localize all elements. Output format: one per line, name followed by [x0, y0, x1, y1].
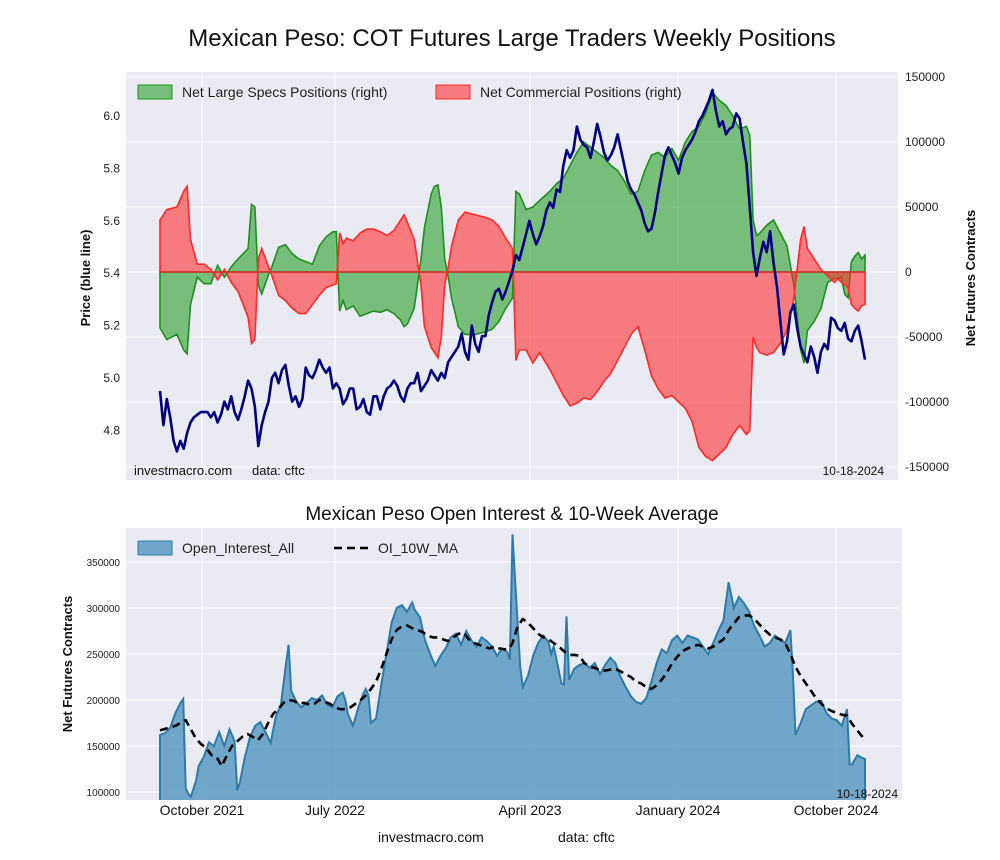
footer-source: data: cftc	[558, 829, 615, 845]
y-tick-label: 150000	[87, 742, 121, 753]
figure-title: Mexican Peso: COT Futures Large Traders …	[188, 25, 835, 52]
bottom-y-axis-label: Net Futures Contracts	[60, 596, 75, 733]
right-tick-label: -150000	[905, 460, 949, 474]
legend-label-open-interest: Open_Interest_All	[182, 540, 294, 556]
y-tick-label: 100000	[87, 788, 121, 799]
open-interest-area	[159, 534, 866, 800]
right-tick-label: -50000	[905, 330, 943, 344]
x-tick-label: October 2024	[794, 802, 879, 818]
top-left-axis-label: Price (blue line)	[78, 230, 93, 327]
legend-swatch-commercial	[435, 84, 471, 100]
legend-label-ma: OI_10W_MA	[378, 540, 459, 556]
bottom-x-axis-ticks: October 2021 July 2022 April 2023 January 2…	[160, 802, 879, 818]
right-tick-label: 100000	[905, 135, 945, 149]
oi-10w-ma-line	[159, 614, 867, 768]
y-tick-label: 350000	[87, 558, 121, 569]
top-legend: Net Large Specs Positions (right) Net Co…	[137, 84, 682, 100]
x-tick-label: January 2024	[636, 802, 721, 818]
right-tick-label: 150000	[905, 70, 945, 84]
left-tick-label: 5.4	[103, 266, 120, 280]
right-tick-label: -100000	[905, 395, 949, 409]
left-tick-label: 5.0	[103, 371, 120, 385]
right-tick-label: 0	[905, 265, 912, 279]
legend-swatch-open-interest	[137, 540, 173, 556]
top-right-axis-ticks: -150000 -100000 -50000 0 50000 100000 150000	[905, 70, 949, 474]
bottom-chart-title: Mexican Peso Open Interest & 10-Week Ave…	[305, 504, 718, 525]
footer-site: investmacro.com	[378, 829, 484, 845]
y-tick-label: 200000	[87, 696, 121, 707]
top-left-axis-ticks: 4.8 5.0 5.2 5.4 5.6 5.8 6.0	[103, 109, 120, 437]
x-tick-label: October 2021	[160, 802, 245, 818]
left-tick-label: 4.8	[103, 423, 120, 437]
left-tick-label: 6.0	[103, 109, 120, 123]
x-tick-label: April 2023	[498, 802, 561, 818]
y-tick-label: 250000	[87, 650, 121, 661]
price-line	[158, 88, 867, 453]
bottom-watermark-date: 10-18-2024	[837, 787, 899, 801]
right-tick-label: 50000	[905, 200, 939, 214]
bottom-y-axis-ticks: 100000 150000 200000 250000 300000 350000	[87, 558, 121, 799]
top-watermark-source: data: cftc	[252, 463, 305, 478]
left-tick-label: 5.8	[103, 161, 120, 175]
net-commercial-area	[159, 183, 866, 462]
legend-label-commercial: Net Commercial Positions (right)	[480, 84, 682, 100]
legend-label-specs: Net Large Specs Positions (right)	[182, 84, 387, 100]
bottom-legend: Open_Interest_All OI_10W_MA	[137, 540, 459, 556]
top-watermark-site: investmacro.com	[134, 463, 232, 478]
legend-swatch-specs	[137, 84, 173, 100]
left-tick-label: 5.2	[103, 319, 120, 333]
net-large-specs-area	[159, 91, 866, 364]
top-right-axis-label: Net Futures Contracts	[963, 210, 978, 347]
left-tick-label: 5.6	[103, 214, 120, 228]
y-tick-label: 300000	[87, 604, 121, 615]
top-watermark-date: 10-18-2024	[823, 464, 885, 478]
x-tick-label: July 2022	[305, 802, 365, 818]
